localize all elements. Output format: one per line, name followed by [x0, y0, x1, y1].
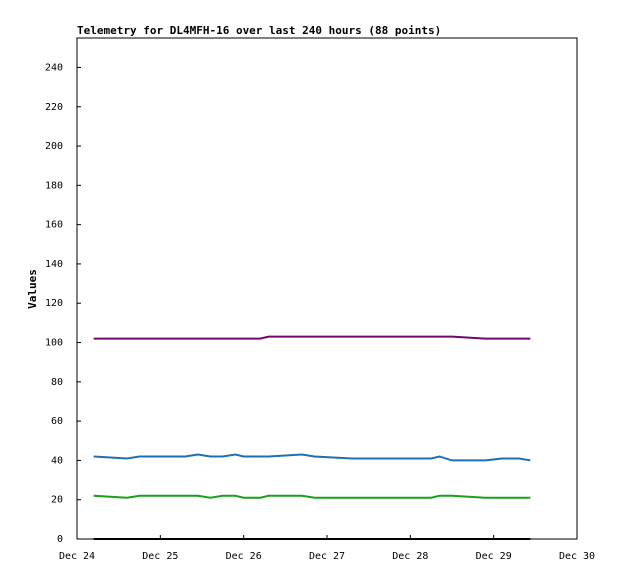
- y-tick-label: 240: [45, 62, 63, 73]
- y-tick-label: 40: [51, 455, 63, 466]
- y-tick-label: 120: [45, 298, 63, 309]
- x-tick-label: Dec 27: [309, 551, 345, 562]
- y-tick-label: 100: [45, 338, 63, 349]
- series-line: [93, 453, 531, 462]
- x-tick-label: Dec 28: [392, 551, 428, 562]
- y-tick-label: 160: [45, 220, 63, 231]
- y-tick-label: 60: [51, 416, 63, 427]
- series-line: [93, 494, 531, 499]
- y-tick-label: 140: [45, 259, 63, 270]
- y-tick-label: 200: [45, 141, 63, 152]
- y-tick-label: 20: [51, 495, 63, 506]
- x-tick-label: Dec 30: [559, 551, 595, 562]
- series-line: [93, 335, 531, 340]
- x-tick-label: Dec 29: [476, 551, 512, 562]
- x-tick-label: Dec 25: [142, 551, 178, 562]
- chart-title: Telemetry for DL4MFH-16 over last 240 ho…: [77, 24, 441, 37]
- x-tick-label: Dec 24: [59, 551, 95, 562]
- y-tick-label: 180: [45, 180, 63, 191]
- x-tick-label: Dec 26: [226, 551, 262, 562]
- y-tick-label: 220: [45, 102, 63, 113]
- y-tick-label: 0: [57, 534, 63, 545]
- y-axis-label: Values: [26, 269, 39, 309]
- y-tick-label: 80: [51, 377, 63, 388]
